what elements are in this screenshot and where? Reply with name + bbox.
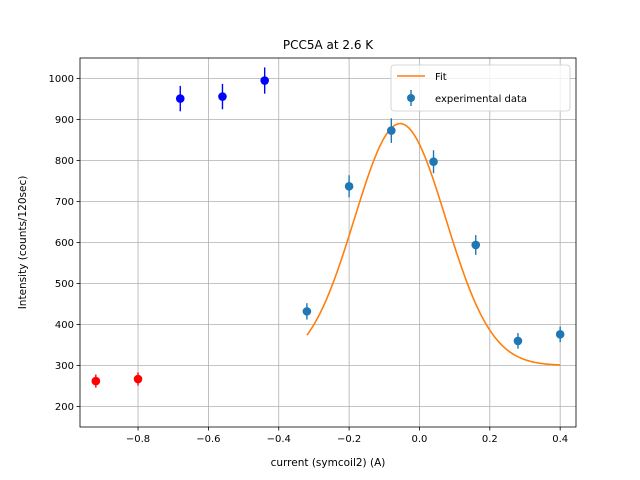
x-tick-label: −0.6	[196, 434, 220, 445]
y-tick-label: 300	[55, 361, 74, 372]
experimental-point	[387, 118, 396, 143]
y-tick-label: 700	[55, 197, 74, 208]
experimental-point	[555, 326, 565, 343]
x-axis-label: current (symcoil2) (A)	[271, 457, 386, 469]
data-point	[91, 376, 101, 386]
grid	[80, 58, 576, 427]
data-point	[260, 76, 269, 85]
data-point	[513, 336, 523, 346]
x-tick-label: −0.4	[267, 434, 291, 445]
y-tick-label: 500	[55, 279, 74, 290]
y-axis: 200 300 400 500 600 700 800 900 1000	[49, 74, 80, 413]
x-tick-label: 0.2	[482, 434, 498, 445]
legend-entry: experimental data	[407, 90, 527, 106]
data-point	[302, 307, 312, 316]
y-tick-label: 1000	[49, 74, 74, 85]
data-point	[133, 374, 143, 384]
fit-layer	[306, 122, 561, 366]
legend-label: experimental data	[435, 94, 527, 105]
data-point	[175, 94, 185, 103]
points-layer	[91, 67, 565, 388]
y-tick-label: 200	[55, 402, 74, 413]
legend: Fit experimental data	[390, 64, 571, 112]
x-tick-label: 0.4	[552, 434, 568, 445]
data-point	[555, 330, 565, 339]
legend-label: Fit	[435, 72, 447, 83]
legend-marker-swatch	[407, 94, 415, 102]
x-tick-label: −0.2	[337, 434, 361, 445]
x-axis: −0.8 −0.6 −0.4 −0.2 0.0 0.2 0.4	[126, 427, 568, 445]
data-point	[387, 126, 396, 135]
fit-curve	[306, 122, 561, 366]
red-point	[91, 374, 101, 388]
blue-point	[218, 83, 227, 110]
data-point	[429, 157, 438, 167]
data-point	[471, 240, 481, 250]
legend-frame	[390, 64, 571, 112]
blue-point	[260, 67, 269, 94]
legend-entry: Fit	[397, 72, 447, 83]
y-tick-label: 900	[55, 115, 74, 126]
experimental-point	[471, 235, 481, 255]
experimental-point	[302, 303, 312, 320]
experimental-point	[513, 333, 523, 349]
blue-point	[175, 85, 185, 112]
y-axis-label: Intensity (counts/120sec)	[17, 176, 29, 310]
y-tick-label: 800	[55, 156, 74, 167]
x-tick-label: 0.0	[412, 434, 428, 445]
red-point	[133, 372, 143, 386]
y-tick-label: 600	[55, 238, 74, 249]
experimental-point	[429, 150, 438, 174]
x-tick-label: −0.8	[126, 434, 150, 445]
data-point	[344, 182, 354, 191]
experimental-point	[344, 175, 354, 198]
y-tick-label: 400	[55, 320, 74, 331]
data-point	[218, 92, 227, 101]
chart-title: PCC5A at 2.6 K	[283, 38, 374, 52]
